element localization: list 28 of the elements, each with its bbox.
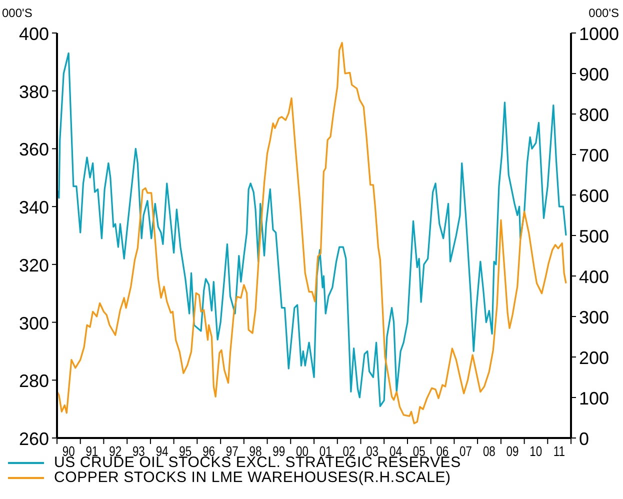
y2-tick-label: 0	[579, 429, 590, 449]
x-tick-label: 10	[530, 444, 542, 460]
x-tick-label: 08	[482, 444, 496, 460]
y-tick-label: 360	[18, 140, 49, 160]
y-tick-label: 280	[18, 371, 49, 392]
x-tick-label: 99	[272, 444, 286, 460]
legend-label: COPPER STOCKS IN LME WAREHOUSES(R.H.SCALE)	[54, 469, 451, 486]
y2-tick-label: 200	[579, 348, 610, 368]
y-axis-title: 000'S	[2, 6, 32, 20]
y-tick-label: 400	[18, 24, 49, 44]
y2-axis-title: 000'S	[588, 6, 619, 20]
y2-tick-label: 900	[579, 64, 610, 84]
y-tick-label: 260	[18, 429, 49, 449]
x-tick-label: 11	[553, 444, 566, 460]
x-tick-label: 07	[460, 444, 472, 460]
y2-tick-label: 600	[579, 186, 610, 206]
y2-tick-label: 800	[579, 105, 610, 125]
y2-tick-label: 700	[579, 146, 610, 166]
y-tick-label: 320	[18, 255, 49, 276]
y2-tick-label: 100	[579, 388, 610, 408]
y2-tick-label: 500	[579, 226, 610, 246]
y-tick-label: 340	[18, 198, 49, 218]
y-tick-label: 300	[18, 313, 49, 334]
x-tick-label: 09	[506, 444, 519, 460]
y2-tick-label: 400	[579, 267, 610, 287]
y-tick-label: 380	[18, 82, 49, 102]
y2-tick-label: 300	[579, 308, 610, 328]
y2-tick-label: 1000	[579, 24, 620, 44]
